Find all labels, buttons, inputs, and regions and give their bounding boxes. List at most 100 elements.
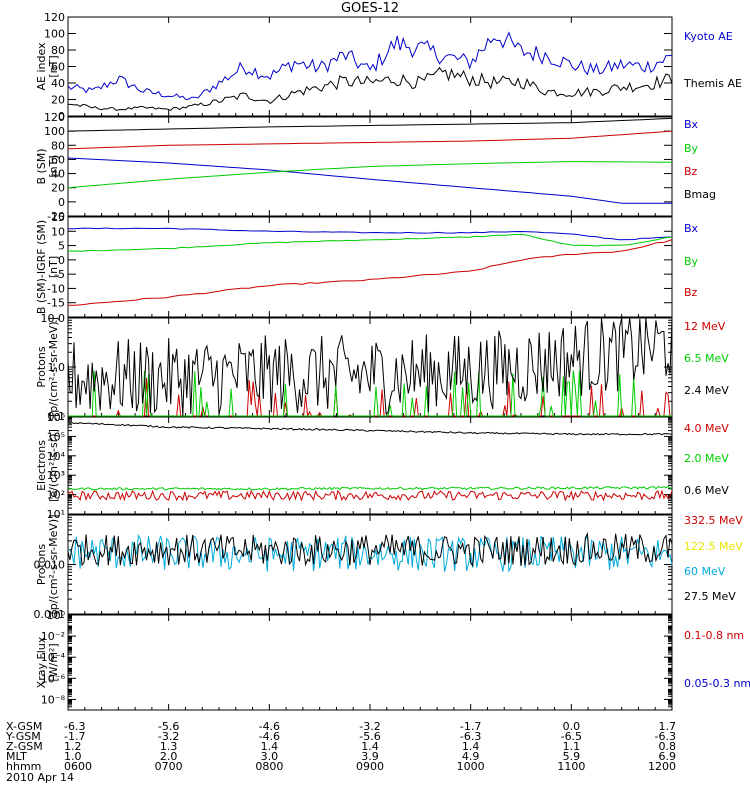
ytick-label-bdiff: -5 (54, 268, 65, 281)
ytick-label-ae: 80 (51, 44, 65, 57)
series-bdiff-1 (67, 233, 673, 252)
legend-xray-0: 0.1-0.8 nm (684, 629, 744, 642)
legend-bdiff-2: Bz (684, 286, 698, 299)
series-protons_low-1 (68, 370, 672, 417)
ytick-label-ae: 60 (51, 61, 65, 74)
legend-xray-1: 0.05-0.3 nm (684, 677, 750, 690)
series-protons_low-2 (67, 317, 673, 417)
series-bdiff-0 (67, 227, 673, 241)
legend-ae-0: Kyoto AE (684, 30, 733, 43)
ytick-label-b: 60 (51, 153, 65, 166)
ytick-label-protons_low: 1.0 (48, 361, 66, 374)
series-electrons-1 (67, 485, 673, 491)
footer-row-label: Z-GSM (6, 740, 43, 753)
series-ae-0 (67, 31, 673, 101)
legend-b-1: By (684, 142, 699, 155)
footer-value: -6.3 (64, 720, 85, 733)
panel-frame-protons_low (67, 317, 673, 417)
legend-bdiff-1: By (684, 255, 699, 268)
footer-value: 0900 (356, 760, 384, 773)
series-protons_high-3 (67, 531, 673, 568)
ytick-label-bdiff: 10 (51, 225, 65, 238)
footer-value: 0.8 (659, 740, 677, 753)
ylabel-protons_low: Protons[p/(cm²-s-sr-MeV)] (35, 317, 60, 417)
legend-protons_low-2: 2.4 MeV (684, 384, 729, 397)
footer-value: 3.9 (361, 750, 379, 763)
panel-frame-xray (67, 614, 673, 711)
footer-value: 1000 (457, 760, 485, 773)
legend-protons_high-3: 27.5 MeV (684, 590, 736, 603)
ylabel-bdiff: B (SM)-IGRF (SM)[nT] (35, 220, 60, 314)
ylabel-xray: Xray Flux[W/m²] (35, 636, 60, 688)
footer-value: -6.5 (561, 730, 582, 743)
legend-electrons-2: 0.6 MeV (684, 484, 729, 497)
ylabel-ae: AE index[nT] (35, 42, 60, 91)
footer-value: 0.0 (563, 720, 581, 733)
legend-electrons-0: 4.0 MeV (684, 422, 729, 435)
panel-frame-ae (67, 16, 673, 117)
footer-value: -5.6 (158, 720, 179, 733)
legend-ae-1: Themis AE (683, 77, 742, 90)
legend-b-3: Bmag (684, 188, 716, 201)
series-protons_high-2 (67, 534, 673, 573)
ytick-label-bdiff: -15 (47, 297, 65, 310)
footer-value: -1.7 (460, 720, 481, 733)
footer-value: 0600 (64, 760, 92, 773)
series-ae-1 (68, 66, 673, 112)
ytick-label-bdiff: -10 (47, 282, 65, 295)
footer-value: -6.3 (460, 730, 481, 743)
ytick-label-electrons: 10³ (47, 469, 65, 482)
ytick-label-xray: 10⁻⁶ (41, 672, 66, 685)
ytick-label-b: 120 (44, 111, 65, 124)
legend-protons_low-0: 12 MeV (684, 320, 726, 333)
footer-value: 1.1 (563, 740, 581, 753)
ytick-label-electrons: 10⁶ (47, 411, 66, 424)
ytick-label-b: 100 (44, 125, 65, 138)
footer-value: -4.6 (259, 720, 280, 733)
ytick-label-b: 0 (58, 196, 65, 209)
footer-value: 1.0 (64, 750, 82, 763)
footer-value: -3.2 (158, 730, 179, 743)
ytick-label-b: -20 (47, 210, 65, 223)
legend-b-0: Bx (684, 118, 699, 131)
footer-row-label: hhmm (6, 760, 41, 773)
ytick-label-bdiff: 0 (58, 254, 65, 267)
footer-value: 0800 (255, 760, 283, 773)
footer-value: -4.6 (259, 730, 280, 743)
footer-row-label: MLT (6, 750, 27, 763)
footer-value: 6.9 (659, 750, 677, 763)
ytick-label-bdiff: 15 (51, 211, 65, 224)
ytick-label-ae: 100 (44, 28, 65, 41)
ylabel-protons_high: Protons[p/(cm²-s-sr-MeV)] (35, 515, 60, 615)
ytick-label-ae: 20 (51, 94, 65, 107)
footer-value: 1.4 (462, 740, 480, 753)
footer-value: 1200 (648, 760, 676, 773)
legend-protons_high-1: 122.5 MeV (684, 540, 743, 553)
footer-value: 1100 (557, 760, 585, 773)
footer-value: 1.4 (361, 740, 379, 753)
series-electrons-2 (67, 421, 673, 436)
legend-bdiff-0: Bx (684, 222, 699, 235)
ylabel-b: B (SM)[nT] (35, 148, 60, 184)
footer-value: -5.6 (359, 730, 380, 743)
panel-frame-bdiff (67, 216, 673, 318)
ytick-label-protons_low: 10.0 (41, 312, 66, 325)
series-electrons-0 (67, 489, 673, 502)
legend-protons_low-1: 6.5 MeV (684, 352, 729, 365)
ytick-label-electrons: 10² (47, 489, 65, 502)
ytick-label-electrons: 10⁵ (47, 430, 65, 443)
legend-b-2: Bz (684, 165, 698, 178)
legend-protons_high-0: 332.5 MeV (684, 514, 743, 527)
ytick-label-electrons: 10¹ (47, 508, 65, 521)
legend-electrons-1: 2.0 MeV (684, 452, 729, 465)
ytick-label-b: 80 (51, 139, 65, 152)
ylabel-electrons: Electrons[e/(cm²-s-sr)] (35, 429, 60, 502)
footer-value: 5.9 (563, 750, 581, 763)
footer-value: 4.9 (462, 750, 480, 763)
ytick-label-electrons: 10⁴ (47, 450, 66, 463)
ytick-label-ae: 0 (58, 110, 65, 123)
footer-row-label: X-GSM (6, 720, 42, 733)
footer-value: 2.0 (160, 750, 178, 763)
footer-value: -6.3 (655, 730, 676, 743)
